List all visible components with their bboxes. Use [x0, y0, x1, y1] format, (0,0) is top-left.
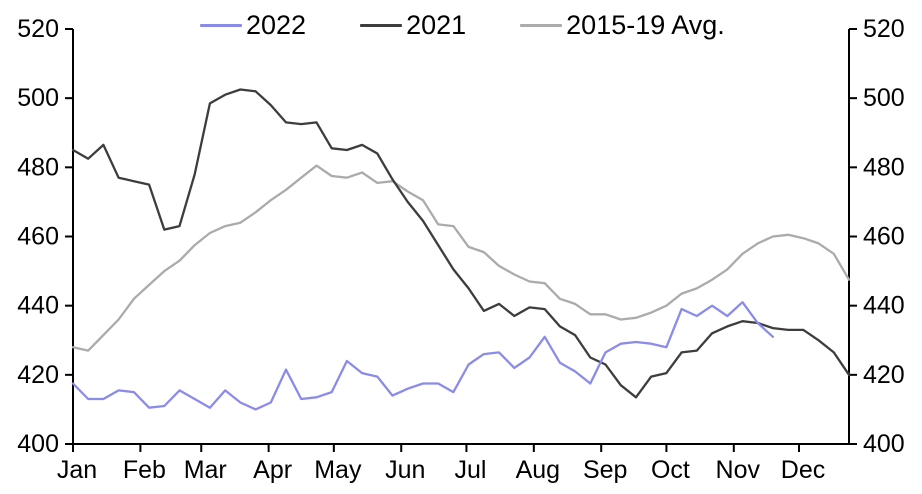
- legend-swatch-avg-line: [520, 24, 563, 27]
- x-tick-label-mar: Mar: [184, 456, 227, 484]
- legend-label-2022: 2022: [246, 10, 307, 40]
- legend-item-avg: 2015-19 Avg.: [520, 12, 725, 39]
- legend-swatch-2022-line: [200, 24, 242, 27]
- x-tick-label-sep: Sep: [583, 456, 627, 484]
- y-tick-label-right: 480: [863, 153, 905, 181]
- series-line-2015-19-avg-: [71, 164, 851, 352]
- x-tick-label-jun: Jun: [385, 456, 425, 484]
- y-tick-label-right: 500: [863, 84, 905, 112]
- y-tick-label-right: 420: [863, 361, 905, 389]
- x-tick-label-apr: Apr: [253, 456, 292, 484]
- legend-label-2021: 2021: [406, 10, 467, 40]
- legend-item-2021: 2021: [360, 12, 466, 39]
- y-tick-label-right: 440: [863, 292, 905, 320]
- series-line-2022: [71, 301, 775, 411]
- y-tick-label-left: 500: [17, 84, 59, 112]
- x-tick-label-feb: Feb: [123, 456, 166, 484]
- x-tick-label-jul: Jul: [454, 456, 486, 484]
- x-tick-label-aug: Aug: [516, 456, 560, 484]
- y-tick-label-right: 460: [863, 223, 905, 251]
- legend-label-avg: 2015-19 Avg.: [566, 10, 725, 40]
- y-tick-label-left: 440: [17, 292, 59, 320]
- x-tick-label-jan: Jan: [57, 456, 97, 484]
- legend-item-2022: 2022: [200, 12, 306, 39]
- x-tick-label-nov: Nov: [716, 456, 761, 484]
- series-line-2021: [71, 88, 851, 399]
- y-tick-label-left: 400: [17, 430, 59, 458]
- legend-swatch-2021-line: [360, 24, 403, 27]
- x-tick-label-dec: Dec: [781, 456, 825, 484]
- y-tick-label-left: 480: [17, 153, 59, 181]
- y-tick-label-left: 420: [17, 361, 59, 389]
- y-tick-label-right: 520: [863, 15, 905, 43]
- y-tick-label-left: 460: [17, 223, 59, 251]
- y-tick-label-right: 400: [863, 430, 905, 458]
- y-tick-label-left: 520: [17, 15, 59, 43]
- x-tick-label-may: May: [314, 456, 362, 484]
- x-tick-label-oct: Oct: [651, 456, 690, 484]
- chart-legend: 2022 2021 2015-19 Avg.: [200, 12, 725, 39]
